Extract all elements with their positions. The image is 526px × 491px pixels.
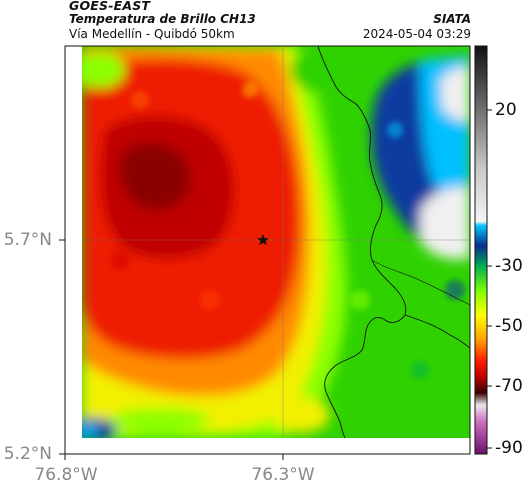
boundary-line-east-2 [371,259,470,306]
colorbar-tick-label: 20 [495,100,517,120]
lat-tick-label: 5.7°N [3,230,52,250]
colorbar-tick-label: -50 [495,316,523,336]
colorbar-tick-label: -90 [495,438,523,458]
product-title: Temperatura de Brillo CH13 [69,12,256,26]
colorbar [474,45,492,455]
timestamp: 2024-05-04 03:29 [362,27,471,41]
lon-tick-label: 76.3°W [251,465,315,485]
area-subtitle: Vía Medellín - Quibdó 50km [69,27,235,41]
lat-tick-label: 5.2°N [3,444,52,464]
lon-tick-label: 76.8°W [34,465,98,485]
brand-label: SIATA [433,12,471,26]
colorbar-tick-label: -30 [495,256,523,276]
axes-frame [64,45,471,455]
boundary-line [317,46,407,438]
satellite-name: GOES-EAST [69,0,151,13]
star-icon [257,234,269,246]
colorbar-tick-label: -70 [495,376,523,396]
brightness-temperature-field [82,46,470,438]
boundary-line-east [404,314,470,349]
